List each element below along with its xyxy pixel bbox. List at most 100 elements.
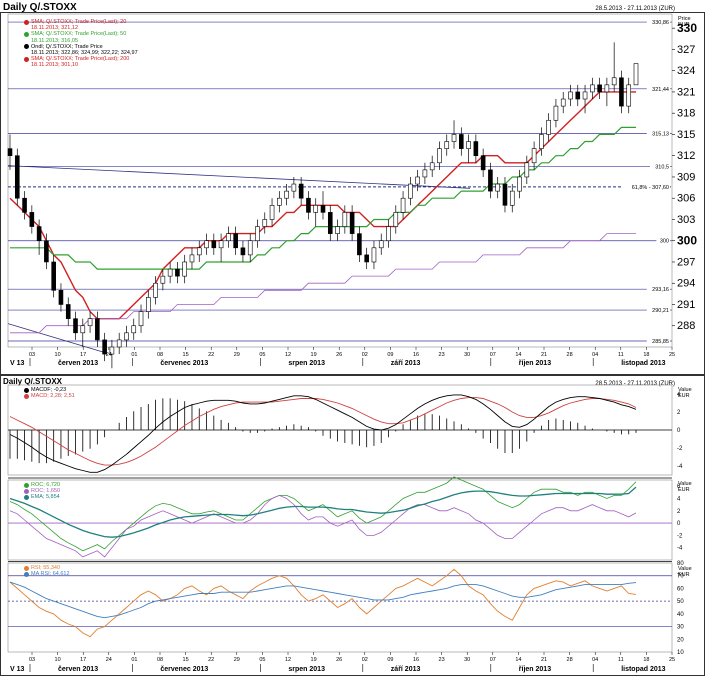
roc-y-tick: 2 bbox=[677, 509, 681, 515]
candle-body bbox=[611, 77, 617, 86]
y-axis-caption: Value bbox=[678, 387, 692, 393]
x-day-label: 21 bbox=[541, 657, 547, 663]
candle-body bbox=[313, 204, 319, 213]
x-day-label: 05 bbox=[259, 352, 265, 358]
candle-body bbox=[495, 183, 500, 192]
roc-y-tick: 6 bbox=[677, 484, 681, 490]
legend-swatch-icon bbox=[24, 387, 29, 393]
x-day-label: 07 bbox=[490, 657, 496, 663]
candle-body bbox=[408, 183, 413, 199]
candle-body bbox=[298, 183, 304, 199]
macd-y-tick: -4 bbox=[677, 464, 683, 470]
legend-swatch-icon bbox=[24, 393, 29, 399]
candle-body bbox=[619, 77, 624, 107]
rsi-y-tick: 80 bbox=[677, 561, 684, 567]
candle-body bbox=[342, 212, 348, 227]
macd-line bbox=[9, 394, 637, 473]
candle-body bbox=[109, 346, 115, 355]
rsi-y-tick: 60 bbox=[677, 586, 684, 592]
level-label: 310,5 bbox=[655, 164, 669, 170]
legend-label: MA RSI; 64,612 bbox=[31, 571, 70, 578]
macd-y-tick: 4 bbox=[677, 392, 681, 398]
x-month-label: V 13 bbox=[10, 666, 25, 673]
candle-body bbox=[36, 226, 42, 242]
rsi-line bbox=[9, 568, 637, 638]
candle-body bbox=[175, 268, 180, 277]
x-day-label: 17 bbox=[80, 657, 86, 663]
x-day-label: 26 bbox=[336, 352, 342, 358]
legend-rsi: RSI; 55,340 bbox=[24, 565, 70, 571]
roc-line bbox=[9, 476, 637, 552]
x-day-label: 30 bbox=[464, 657, 470, 663]
y-tick-label: 309 bbox=[677, 171, 695, 183]
candle-body bbox=[480, 155, 486, 171]
candle-body bbox=[29, 212, 35, 227]
candle-body bbox=[131, 325, 137, 334]
x-day-label: 26 bbox=[336, 657, 342, 663]
level-label-bg bbox=[656, 237, 670, 245]
pane-frame bbox=[7, 562, 673, 653]
candle-body bbox=[14, 155, 20, 199]
level-label: 330,86 bbox=[652, 20, 669, 26]
candle-body bbox=[459, 134, 464, 149]
candle-body bbox=[582, 91, 588, 100]
pane-frame bbox=[7, 13, 673, 348]
candle-body bbox=[415, 176, 420, 185]
legend-ma-rsi: MA RSI; 64,612 bbox=[24, 571, 70, 577]
legend-swatch-icon bbox=[24, 565, 29, 571]
x-day-label: 30 bbox=[464, 352, 470, 358]
legend-swatch-icon bbox=[24, 495, 29, 500]
y-tick-label: 294 bbox=[677, 278, 695, 290]
candle-body bbox=[451, 134, 457, 142]
candle-body bbox=[597, 84, 602, 93]
x-day-label: 18 bbox=[643, 352, 649, 358]
candle-body bbox=[116, 339, 122, 348]
rsi-y-tick: 20 bbox=[677, 637, 684, 643]
rsi-y-tick: 50 bbox=[677, 599, 684, 605]
legend-label: MACDF; -0,23 bbox=[31, 387, 67, 393]
legend-swatch-icon bbox=[24, 56, 29, 62]
candle-body bbox=[335, 226, 340, 234]
legend-swatch-icon bbox=[24, 44, 29, 50]
candle-body bbox=[444, 141, 450, 149]
x-day-label: 03 bbox=[29, 657, 35, 663]
legend-value: 18.11.2013; 301,10 bbox=[31, 62, 78, 69]
y-tick-label: 315 bbox=[677, 129, 695, 141]
window-title: Daily Q/.STOXX bbox=[3, 2, 77, 13]
level-label: 300 bbox=[660, 239, 669, 245]
lower-frame bbox=[0, 375, 705, 676]
x-day-label: 09 bbox=[387, 352, 393, 358]
x-day-label: 10 bbox=[55, 657, 61, 663]
candle-body bbox=[58, 290, 64, 305]
x-day-label: 10 bbox=[55, 352, 61, 358]
legend-label: MACD; 2,28; 2,51 bbox=[31, 393, 75, 400]
candle-body bbox=[182, 261, 187, 277]
legend-roc2: ROC; 1,650 bbox=[24, 488, 60, 494]
x-day-label: 23 bbox=[439, 352, 445, 358]
candle-body bbox=[138, 311, 144, 327]
roc-y-tick: -2 bbox=[677, 533, 683, 539]
x-day-label: 04 bbox=[592, 352, 598, 358]
rsi-y-tick: 70 bbox=[677, 574, 684, 580]
legend-swatch-icon bbox=[24, 482, 29, 488]
level-label-bg bbox=[646, 285, 670, 293]
candle-body bbox=[95, 318, 100, 341]
x-day-label: 15 bbox=[183, 657, 189, 663]
level-label-bg bbox=[646, 306, 670, 314]
legend-label: SMA; Q/.STOXX; Trade Price(Last); 200 bbox=[31, 56, 130, 63]
legend-swatch-icon bbox=[24, 488, 29, 494]
macd-y-tick: 2 bbox=[677, 410, 681, 416]
y-tick-label: 330 bbox=[677, 21, 697, 35]
candle-body bbox=[466, 141, 471, 149]
x-day-label: 25 bbox=[669, 352, 675, 358]
candle-body bbox=[429, 162, 435, 171]
legend-macdf: MACDF; -0,23 bbox=[24, 387, 75, 393]
x-day-label: 23 bbox=[439, 657, 445, 663]
y-axis-caption: EUR bbox=[678, 393, 690, 399]
candle-body bbox=[327, 212, 333, 234]
candle-body bbox=[102, 339, 107, 355]
y-tick-label: 306 bbox=[677, 193, 695, 205]
legend-sma50: SMA; Q/.STOXX; Trade Price(Last); 50 bbox=[24, 31, 138, 37]
x-day-label: 11 bbox=[618, 352, 624, 358]
